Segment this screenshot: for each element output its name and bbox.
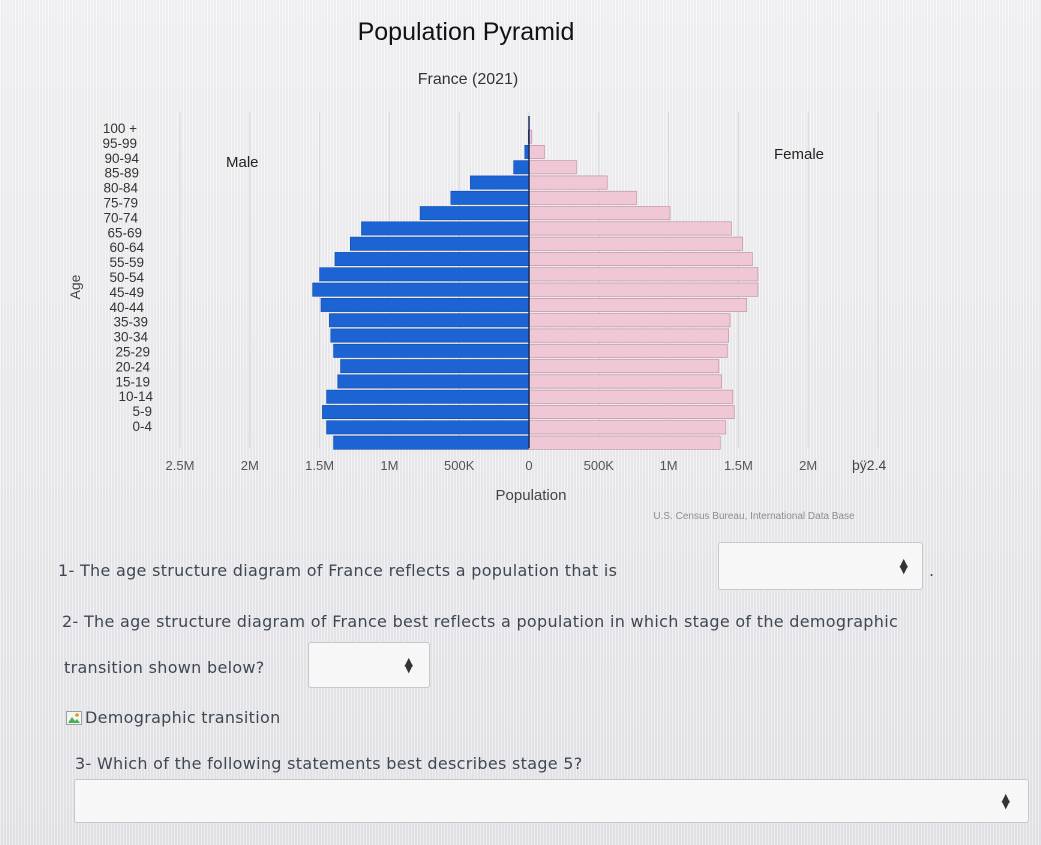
x-tick-label: 500K: [444, 458, 475, 473]
population-pyramid-chart: Population Pyramid France (2021) Age Mal…: [67, 18, 886, 522]
chart-source: U.S. Census Bureau, International Data B…: [653, 511, 855, 522]
female-bar-25-29: [528, 359, 720, 374]
age-label: 55-59: [109, 255, 144, 270]
female-bar-35-39: [528, 328, 729, 343]
question-3: 3- Which of the following statements bes…: [75, 754, 583, 773]
question-1: 1- The age structure diagram of France r…: [58, 561, 618, 580]
male-bar-0-4: [333, 435, 530, 450]
demographic-transition-image: Demographic transition: [66, 708, 281, 727]
female-bar-5-9: [528, 420, 727, 435]
x-axis-label: Population: [496, 487, 567, 504]
age-tick-labels: 100 +95-9990-9485-8980-8475-7970-7465-69…: [102, 121, 153, 434]
age-label: 80-84: [103, 181, 138, 196]
age-label: 70-74: [103, 210, 138, 225]
question-2-continued: transition shown below?: [64, 658, 265, 677]
male-bar-85-89: [470, 175, 530, 190]
legend-female: Female: [774, 146, 824, 163]
female-bar-85-89: [528, 175, 608, 190]
age-label: 50-54: [109, 270, 144, 285]
age-label: 25-29: [115, 345, 150, 360]
male-bar-75-79: [419, 206, 530, 221]
x-tick-label: 2M: [241, 458, 259, 473]
male-bar-5-9: [326, 420, 530, 435]
female-bar-80-84: [528, 190, 637, 205]
male-bar-80-84: [450, 190, 530, 205]
female-bar-40-44: [528, 313, 731, 328]
age-label: 5-9: [132, 404, 152, 419]
female-bar-10-14: [528, 405, 735, 419]
chart-title: Population Pyramid: [358, 18, 575, 46]
age-label: 95-99: [102, 136, 137, 151]
x-tick-label: 500K: [584, 458, 615, 473]
female-bar-70-74: [528, 221, 732, 236]
female-bar-30-34: [528, 343, 728, 358]
age-label: 45-49: [109, 285, 144, 300]
female-bar-60-64: [528, 252, 753, 266]
male-bar-50-54: [312, 282, 530, 297]
x-tick-label: 1M: [380, 458, 398, 473]
age-label: 35-39: [113, 315, 148, 330]
question-3-select[interactable]: ▲ ▼: [74, 779, 1029, 823]
x-tick-label: 1M: [660, 458, 678, 473]
y-axis-label: Age: [67, 274, 83, 299]
x-tick-label: 2M: [799, 458, 817, 473]
age-label: 75-79: [103, 196, 138, 211]
female-bar-20-24: [528, 374, 722, 389]
age-label: 20-24: [115, 359, 150, 374]
extra-label: þÿ2.4: [852, 457, 886, 473]
question-1-select[interactable]: ▲ ▼: [718, 542, 923, 590]
age-label: 10-14: [118, 389, 153, 404]
male-bar-60-64: [334, 252, 530, 266]
x-tick-label: 2.5M: [166, 458, 195, 473]
female-bar-90-94: [528, 160, 577, 175]
male-bar-30-34: [333, 343, 530, 358]
male-bar-65-69: [350, 236, 530, 251]
x-tick-labels: 2.5M 2M 1.5M 1M 500K 0 500K 1M 1.5M 2M: [166, 458, 818, 473]
male-bar-15-19: [326, 389, 530, 404]
x-tick-label: 1.5M: [724, 458, 753, 473]
select-arrows-icon: ▲ ▼: [1001, 791, 1010, 811]
age-label: 15-19: [115, 374, 150, 389]
male-bar-35-39: [330, 328, 530, 343]
age-label: 65-69: [107, 225, 142, 240]
x-tick-label: 1.5M: [305, 458, 334, 473]
female-bar-75-79: [528, 206, 671, 221]
male-bar-70-74: [361, 221, 530, 236]
female-bar-45-49: [528, 297, 748, 312]
age-label: 0-4: [132, 419, 152, 434]
chart-bars: [312, 116, 759, 450]
age-label: 100 +: [103, 121, 137, 136]
age-label: 60-64: [109, 240, 144, 255]
female-bar-15-19: [528, 389, 734, 404]
female-bar-95-99: [528, 145, 545, 159]
female-bar-0-4: [528, 435, 721, 450]
select-arrows-icon: ▲ ▼: [899, 556, 908, 576]
select-arrows-icon: ▲ ▼: [404, 655, 413, 675]
question-2: 2- The age structure diagram of France b…: [62, 612, 899, 631]
male-bar-55-59: [319, 267, 530, 282]
male-bar-40-44: [329, 313, 530, 328]
legend-male: Male: [226, 154, 259, 171]
broken-image-icon: [66, 710, 82, 725]
male-bar-25-29: [340, 359, 530, 374]
question-2-select[interactable]: ▲ ▼: [308, 642, 430, 688]
chart-subtitle: France (2021): [418, 71, 519, 88]
age-label: 40-44: [109, 300, 144, 315]
question-1-period: .: [929, 561, 935, 580]
age-label: 85-89: [104, 166, 139, 181]
female-bar-65-69: [528, 236, 743, 251]
male-bar-20-24: [337, 374, 530, 389]
male-bar-45-49: [320, 297, 530, 312]
image-alt-text: Demographic transition: [85, 708, 281, 727]
male-bar-90-94: [513, 160, 530, 175]
age-label: 90-94: [104, 151, 139, 166]
age-label: 30-34: [113, 330, 148, 345]
female-bar-55-59: [528, 267, 759, 282]
female-bar-50-54: [528, 282, 759, 297]
x-tick-label: 0: [525, 458, 532, 473]
male-bar-10-14: [322, 405, 530, 419]
